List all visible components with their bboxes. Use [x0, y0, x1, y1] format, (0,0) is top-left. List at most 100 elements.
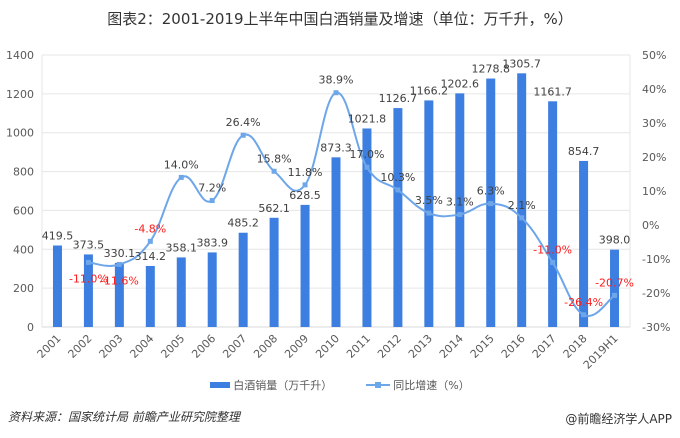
- legend-item-growth[interactable]: 同比增速（%）: [366, 377, 470, 393]
- x-tick-label: 2011: [344, 332, 373, 361]
- bar: [331, 157, 341, 327]
- x-tick-label: 2019H1: [581, 332, 621, 372]
- growth-point: [147, 238, 153, 244]
- source-note: 资料来源：国家统计局 前瞻产业研究院整理: [8, 410, 240, 424]
- x-tick-label: 2002: [66, 332, 95, 361]
- line-series: [85, 90, 618, 318]
- growth-point: [612, 292, 618, 298]
- bar: [393, 108, 403, 327]
- growth-value-label: 14.0%: [164, 158, 199, 171]
- bar-value-label: 1202.6: [441, 77, 480, 90]
- y-right-tick-label: 40%: [642, 83, 666, 96]
- bar-value-label: 1166.2: [410, 84, 449, 97]
- bar: [207, 252, 217, 327]
- growth-point: [364, 164, 370, 170]
- y-axis-right: -30% -20% -10% 0% 10% 20% 30% 40% 50%: [642, 49, 670, 334]
- bar-value-label: 873.3: [320, 141, 352, 154]
- y-left-tick-label: 800: [13, 166, 34, 179]
- growth-point: [271, 168, 277, 174]
- x-tick-label: 2013: [406, 332, 435, 361]
- y-left-tick-label: 1200: [6, 88, 34, 101]
- bar-value-label: 373.5: [73, 238, 105, 251]
- growth-value-label: 11.8%: [288, 166, 323, 179]
- growth-point: [488, 201, 494, 207]
- bar: [455, 93, 465, 328]
- x-tick-label: 2006: [189, 332, 218, 361]
- growth-value-label: 38.9%: [319, 74, 354, 87]
- growth-value-label: -11.0%: [533, 243, 572, 256]
- bar: [176, 257, 186, 327]
- bar: [362, 128, 372, 327]
- x-tick-label: 2012: [375, 332, 404, 361]
- bar: [579, 160, 589, 327]
- bar: [300, 204, 310, 327]
- bar: [145, 265, 155, 327]
- y-left-tick-label: 1400: [6, 49, 34, 62]
- bar-value-label: 383.9: [196, 236, 228, 249]
- growth-value-label: 7.2%: [198, 182, 226, 195]
- y-right-tick-label: -20%: [642, 287, 670, 300]
- growth-point: [457, 211, 463, 217]
- bar-value-label: 330.1: [104, 247, 136, 260]
- bar: [83, 254, 93, 327]
- growth-value-label: -20.7%: [595, 276, 634, 289]
- growth-point: [426, 210, 432, 216]
- growth-value-label: -26.4%: [564, 296, 603, 309]
- bar-value-label: 1021.8: [348, 112, 387, 125]
- bar-value-label: 419.5: [42, 229, 74, 242]
- growth-point: [209, 198, 215, 204]
- y-right-tick-label: 10%: [642, 185, 666, 198]
- y-right-tick-label: 0%: [642, 219, 659, 232]
- growth-value-label: 17.0%: [349, 148, 384, 161]
- growth-value-label: 3.5%: [415, 194, 443, 207]
- x-tick-label: 2015: [468, 332, 497, 361]
- bar-value-label: 485.2: [227, 217, 259, 230]
- y-right-tick-label: 50%: [642, 49, 666, 62]
- legend-label-sales: 白酒销量（万千升）: [233, 379, 333, 392]
- x-tick-label: 2005: [158, 332, 187, 361]
- growth-point: [302, 182, 308, 188]
- x-tick-label: 2001: [35, 332, 64, 361]
- bar: [52, 245, 62, 327]
- bar-value-label: 562.1: [258, 202, 290, 215]
- bar-value-label: 1126.7: [379, 92, 418, 105]
- x-tick-label: 2007: [220, 332, 249, 361]
- growth-value-label: -11.0%: [69, 272, 108, 285]
- bar: [517, 73, 527, 328]
- legend-line-swatch-icon: [366, 381, 391, 389]
- bar: [238, 232, 248, 327]
- growth-point: [85, 259, 91, 265]
- x-tick-label: 2010: [313, 332, 342, 361]
- legend-label-growth: 同比增速（%）: [393, 379, 470, 392]
- y-right-tick-label: -30%: [642, 321, 670, 334]
- bar-value-label: 1278.8: [471, 63, 510, 76]
- growth-point: [519, 215, 525, 221]
- bar-value-label: 398.0: [599, 234, 631, 247]
- legend-item-sales[interactable]: 白酒销量（万千升）: [210, 377, 332, 393]
- legend: 白酒销量（万千升） 同比增速（%）: [0, 377, 680, 393]
- bar-value-label: 854.7: [568, 145, 600, 158]
- growth-point: [178, 174, 184, 180]
- growth-point: [550, 259, 556, 265]
- growth-point: [333, 90, 339, 96]
- growth-value-label: -11.6%: [100, 274, 139, 287]
- y-left-tick-label: 200: [13, 282, 34, 295]
- growth-value-label: -4.8%: [134, 222, 166, 235]
- x-tick-label: 2018: [561, 332, 590, 361]
- x-tick-label: 2003: [96, 332, 125, 361]
- chart-title: 图表2：2001-2019上半年中国白酒销量及增速（单位：万千升，%）: [107, 10, 573, 28]
- y-left-tick-label: 0: [27, 321, 34, 334]
- bar-value-label: 314.2: [135, 250, 167, 263]
- y-left-tick-label: 400: [13, 243, 34, 256]
- growth-value-label: 26.4%: [226, 116, 261, 129]
- bar: [548, 101, 558, 328]
- y-right-tick-label: 30%: [642, 117, 666, 130]
- x-tick-label: 2017: [530, 332, 559, 361]
- y-left-tick-label: 1000: [6, 127, 34, 140]
- x-tick-label: 2009: [282, 332, 311, 361]
- y-axis-left: 0 200 400 600 800 1000 1200 1400: [6, 49, 34, 334]
- x-tick-label: 2014: [437, 332, 466, 361]
- y-left-tick-label: 600: [13, 204, 34, 217]
